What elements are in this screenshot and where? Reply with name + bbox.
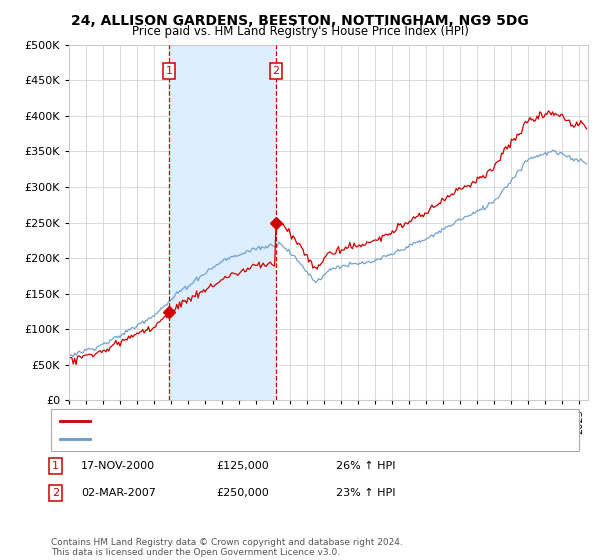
Text: 23% ↑ HPI: 23% ↑ HPI — [336, 488, 395, 498]
Text: 26% ↑ HPI: 26% ↑ HPI — [336, 461, 395, 471]
Text: 02-MAR-2007: 02-MAR-2007 — [81, 488, 156, 498]
Text: 24, ALLISON GARDENS, BEESTON, NOTTINGHAM, NG9 5DG (detached house): 24, ALLISON GARDENS, BEESTON, NOTTINGHAM… — [96, 416, 498, 426]
Text: HPI: Average price, detached house, Broxtowe: HPI: Average price, detached house, Brox… — [96, 434, 338, 444]
Text: 2: 2 — [272, 66, 280, 76]
Text: 1: 1 — [166, 66, 173, 76]
Text: 17-NOV-2000: 17-NOV-2000 — [81, 461, 155, 471]
Text: £250,000: £250,000 — [216, 488, 269, 498]
Bar — [169, 45, 276, 400]
Text: 24, ALLISON GARDENS, BEESTON, NOTTINGHAM, NG9 5DG: 24, ALLISON GARDENS, BEESTON, NOTTINGHAM… — [71, 14, 529, 28]
Text: 1: 1 — [52, 461, 59, 471]
Text: £125,000: £125,000 — [216, 461, 269, 471]
Text: Contains HM Land Registry data © Crown copyright and database right 2024.
This d: Contains HM Land Registry data © Crown c… — [51, 538, 403, 557]
Text: 2: 2 — [52, 488, 59, 498]
Text: Price paid vs. HM Land Registry's House Price Index (HPI): Price paid vs. HM Land Registry's House … — [131, 25, 469, 38]
